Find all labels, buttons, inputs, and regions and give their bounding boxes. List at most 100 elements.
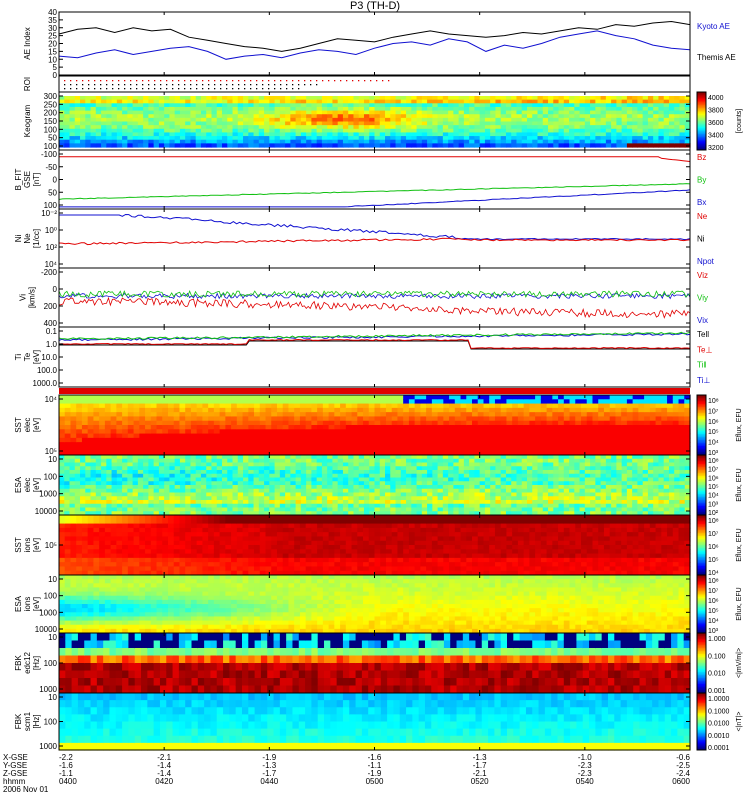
heatmap-cell [590,143,596,148]
heatmap-cell [511,121,518,126]
heatmap-cell [232,466,239,471]
heatmap-cell [421,481,428,486]
heatmap-cell [216,481,223,486]
heatmap-cell [200,125,207,130]
heatmap-cell [390,511,397,516]
heatmap-cell [615,437,622,443]
heatmap-cell [242,395,249,400]
heatmap-cell [208,433,215,439]
heatmap-cell [70,416,77,422]
heatmap-cell [132,458,139,464]
heatmap-cell [661,425,668,430]
heatmap-cell [463,462,470,467]
heatmap-cell [237,114,244,119]
heatmap-cell [158,106,165,112]
heatmap-cell [236,412,244,418]
heatmap-cell [269,458,276,464]
heatmap-cell [342,103,349,108]
heatmap-cell [644,446,651,452]
heatmap-cell [101,477,107,482]
heatmap-cell [569,136,575,141]
heatmap-cell [311,99,318,104]
colorbar-swatch [697,425,706,427]
heatmap-cell [390,132,397,137]
heatmap-cell [173,433,181,439]
heatmap-cell [69,106,76,112]
roi-dot [118,80,120,82]
heatmap-cell [574,125,581,130]
heatmap-cell [615,395,622,400]
heatmap-cell [285,496,291,501]
heatmap-cell [69,110,76,115]
colorbar-swatch [697,435,706,438]
heatmap-cell [586,420,594,426]
heatmap-cell [474,106,481,112]
heatmap-cell [150,429,158,435]
heatmap-cell [421,470,428,475]
heatmap-cell [306,132,312,137]
heatmap-cell [432,132,439,137]
heatmap-cell [332,503,339,509]
heatmap-cell [406,139,412,144]
heatmap-cell [672,442,680,448]
heatmap-cell [411,466,418,471]
heatmap-cell [469,473,476,479]
heatmap-cell [421,132,428,137]
heatmap-cell [385,117,391,123]
heatmap-cell [80,477,86,482]
heatmap-cell [95,139,102,144]
heatmap-cell [334,407,341,413]
heatmap-cell [90,121,97,126]
heatmap-cell [406,103,412,108]
heatmap-cell [584,125,591,130]
heatmap-cell [632,395,639,400]
heatmap-cell [427,466,433,471]
heatmap-cell [274,128,281,134]
heatmap-cell [358,466,365,471]
heatmap-cell [295,139,302,144]
heatmap-cell [213,446,221,452]
heatmap-cell [526,103,533,108]
heatmap-cell [202,446,209,452]
heatmap-cell [337,496,344,501]
heatmap-cell [653,110,660,115]
heatmap-cell [658,106,665,112]
heatmap-cell [369,473,376,479]
heatmap-cell [153,455,160,460]
heatmap-cell [59,446,66,452]
heatmap-cell [442,125,449,130]
heatmap-cell [87,433,95,439]
heatmap-cell [306,485,312,490]
heatmap-cell [380,442,387,448]
heatmap-cell [558,450,565,456]
heatmap-cell [616,110,623,115]
heatmap-cell [95,128,102,134]
legend-entry: Viz [697,271,708,280]
heatmap-cell [300,106,307,112]
heatmap-cell [469,507,476,512]
heatmap-cell [158,511,165,516]
heatmap-cell [327,507,334,512]
heatmap-cell [158,477,165,482]
heatmap-cell [575,416,582,422]
heatmap-cell [337,500,344,505]
heatmap-cell [463,481,470,486]
heatmap-cell [90,481,97,486]
heatmap-cell [590,125,596,130]
heatmap-cell [95,106,102,112]
heatmap-cell [421,114,428,119]
heatmap-cell [489,425,496,430]
heatmap-cell [143,458,149,464]
heatmap-cell [626,110,633,115]
heatmap-cell [490,96,497,101]
heatmap-cell [537,99,544,104]
heatmap-cell [185,128,192,134]
heatmap-cell [285,458,291,464]
heatmap-cell [111,507,118,512]
heatmap-cell [265,420,272,426]
heatmap-cell [586,395,594,400]
heatmap-cell [295,106,302,112]
heatmap-cell [385,420,393,426]
heatmap-cell [288,412,295,418]
